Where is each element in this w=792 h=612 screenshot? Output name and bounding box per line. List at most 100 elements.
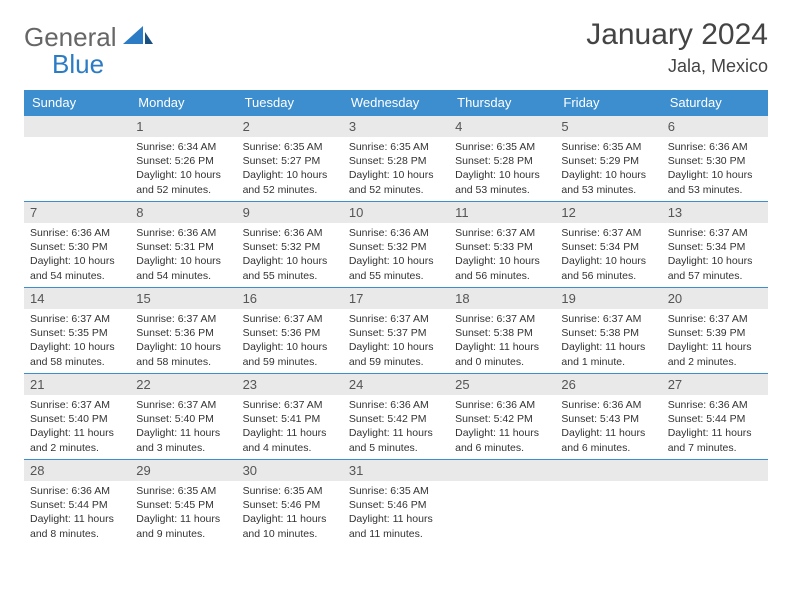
daylight-text: Daylight: 11 hours and 8 minutes. xyxy=(30,512,124,540)
sunset-text: Sunset: 5:26 PM xyxy=(136,154,230,168)
day-number: 15 xyxy=(130,288,236,309)
calendar-day: 28Sunrise: 6:36 AMSunset: 5:44 PMDayligh… xyxy=(24,460,130,546)
day-number: 8 xyxy=(130,202,236,223)
sunset-text: Sunset: 5:40 PM xyxy=(30,412,124,426)
daylight-text: Daylight: 10 hours and 54 minutes. xyxy=(136,254,230,282)
day-number: 24 xyxy=(343,374,449,395)
daylight-text: Daylight: 11 hours and 4 minutes. xyxy=(243,426,337,454)
sunrise-text: Sunrise: 6:36 AM xyxy=(349,226,443,240)
day-details: Sunrise: 6:37 AMSunset: 5:36 PMDaylight:… xyxy=(130,309,236,373)
sunset-text: Sunset: 5:34 PM xyxy=(668,240,762,254)
day-number: 7 xyxy=(24,202,130,223)
sunrise-text: Sunrise: 6:36 AM xyxy=(30,484,124,498)
daylight-text: Daylight: 10 hours and 54 minutes. xyxy=(30,254,124,282)
daylight-text: Daylight: 10 hours and 59 minutes. xyxy=(243,340,337,368)
sunset-text: Sunset: 5:29 PM xyxy=(561,154,655,168)
calendar-day xyxy=(449,460,555,546)
sunrise-text: Sunrise: 6:36 AM xyxy=(136,226,230,240)
month-title: January 2024 xyxy=(586,18,768,52)
day-number: 3 xyxy=(343,116,449,137)
sunrise-text: Sunrise: 6:34 AM xyxy=(136,140,230,154)
brand-sail-icon xyxy=(121,22,155,53)
day-number: 30 xyxy=(237,460,343,481)
daylight-text: Daylight: 10 hours and 52 minutes. xyxy=(136,168,230,196)
day-details: Sunrise: 6:36 AMSunset: 5:42 PMDaylight:… xyxy=(343,395,449,459)
day-details: Sunrise: 6:35 AMSunset: 5:45 PMDaylight:… xyxy=(130,481,236,545)
day-number: 10 xyxy=(343,202,449,223)
day-details: Sunrise: 6:35 AMSunset: 5:46 PMDaylight:… xyxy=(343,481,449,545)
day-number: 27 xyxy=(662,374,768,395)
sunrise-text: Sunrise: 6:36 AM xyxy=(349,398,443,412)
sunrise-text: Sunrise: 6:36 AM xyxy=(455,398,549,412)
day-details: Sunrise: 6:37 AMSunset: 5:40 PMDaylight:… xyxy=(24,395,130,459)
day-details: Sunrise: 6:36 AMSunset: 5:44 PMDaylight:… xyxy=(662,395,768,459)
day-details: Sunrise: 6:36 AMSunset: 5:30 PMDaylight:… xyxy=(662,137,768,201)
day-details: Sunrise: 6:35 AMSunset: 5:46 PMDaylight:… xyxy=(237,481,343,545)
sunset-text: Sunset: 5:32 PM xyxy=(243,240,337,254)
weekday-header: Thursday xyxy=(449,90,555,116)
weekday-header: Friday xyxy=(555,90,661,116)
calendar-day xyxy=(555,460,661,546)
day-details: Sunrise: 6:36 AMSunset: 5:44 PMDaylight:… xyxy=(24,481,130,545)
calendar-day xyxy=(24,116,130,202)
day-details: Sunrise: 6:37 AMSunset: 5:40 PMDaylight:… xyxy=(130,395,236,459)
calendar-day: 23Sunrise: 6:37 AMSunset: 5:41 PMDayligh… xyxy=(237,374,343,460)
calendar-week: 1Sunrise: 6:34 AMSunset: 5:26 PMDaylight… xyxy=(24,116,768,202)
weekday-header: Saturday xyxy=(662,90,768,116)
sunrise-text: Sunrise: 6:35 AM xyxy=(455,140,549,154)
sunrise-text: Sunrise: 6:37 AM xyxy=(668,226,762,240)
sunrise-text: Sunrise: 6:37 AM xyxy=(349,312,443,326)
daylight-text: Daylight: 11 hours and 2 minutes. xyxy=(30,426,124,454)
daylight-text: Daylight: 10 hours and 56 minutes. xyxy=(561,254,655,282)
sunset-text: Sunset: 5:32 PM xyxy=(349,240,443,254)
sunset-text: Sunset: 5:34 PM xyxy=(561,240,655,254)
calendar-day: 10Sunrise: 6:36 AMSunset: 5:32 PMDayligh… xyxy=(343,202,449,288)
sunrise-text: Sunrise: 6:37 AM xyxy=(30,398,124,412)
sunrise-text: Sunrise: 6:35 AM xyxy=(561,140,655,154)
calendar-day: 3Sunrise: 6:35 AMSunset: 5:28 PMDaylight… xyxy=(343,116,449,202)
daylight-text: Daylight: 10 hours and 57 minutes. xyxy=(668,254,762,282)
sunrise-text: Sunrise: 6:37 AM xyxy=(136,398,230,412)
sunrise-text: Sunrise: 6:37 AM xyxy=(243,398,337,412)
sunset-text: Sunset: 5:36 PM xyxy=(243,326,337,340)
day-details: Sunrise: 6:35 AMSunset: 5:28 PMDaylight:… xyxy=(449,137,555,201)
title-block: January 2024 Jala, Mexico xyxy=(586,18,768,77)
calendar-week: 28Sunrise: 6:36 AMSunset: 5:44 PMDayligh… xyxy=(24,460,768,546)
sunset-text: Sunset: 5:44 PM xyxy=(30,498,124,512)
daylight-text: Daylight: 11 hours and 1 minute. xyxy=(561,340,655,368)
sunset-text: Sunset: 5:39 PM xyxy=(668,326,762,340)
day-details: Sunrise: 6:36 AMSunset: 5:42 PMDaylight:… xyxy=(449,395,555,459)
day-details: Sunrise: 6:36 AMSunset: 5:32 PMDaylight:… xyxy=(343,223,449,287)
calendar-day: 13Sunrise: 6:37 AMSunset: 5:34 PMDayligh… xyxy=(662,202,768,288)
sunset-text: Sunset: 5:35 PM xyxy=(30,326,124,340)
calendar-day: 21Sunrise: 6:37 AMSunset: 5:40 PMDayligh… xyxy=(24,374,130,460)
calendar-day: 26Sunrise: 6:36 AMSunset: 5:43 PMDayligh… xyxy=(555,374,661,460)
calendar-body: 1Sunrise: 6:34 AMSunset: 5:26 PMDaylight… xyxy=(24,116,768,546)
sunrise-text: Sunrise: 6:36 AM xyxy=(668,140,762,154)
day-details: Sunrise: 6:37 AMSunset: 5:41 PMDaylight:… xyxy=(237,395,343,459)
calendar-day: 20Sunrise: 6:37 AMSunset: 5:39 PMDayligh… xyxy=(662,288,768,374)
calendar-day: 11Sunrise: 6:37 AMSunset: 5:33 PMDayligh… xyxy=(449,202,555,288)
calendar-day: 14Sunrise: 6:37 AMSunset: 5:35 PMDayligh… xyxy=(24,288,130,374)
weekday-header: Tuesday xyxy=(237,90,343,116)
day-number: 1 xyxy=(130,116,236,137)
day-details: Sunrise: 6:34 AMSunset: 5:26 PMDaylight:… xyxy=(130,137,236,201)
sunset-text: Sunset: 5:33 PM xyxy=(455,240,549,254)
daylight-text: Daylight: 11 hours and 0 minutes. xyxy=(455,340,549,368)
daylight-text: Daylight: 10 hours and 52 minutes. xyxy=(243,168,337,196)
day-number: 17 xyxy=(343,288,449,309)
daylight-text: Daylight: 10 hours and 55 minutes. xyxy=(349,254,443,282)
sunset-text: Sunset: 5:37 PM xyxy=(349,326,443,340)
day-details: Sunrise: 6:36 AMSunset: 5:43 PMDaylight:… xyxy=(555,395,661,459)
day-number: 21 xyxy=(24,374,130,395)
sunset-text: Sunset: 5:43 PM xyxy=(561,412,655,426)
calendar-table: SundayMondayTuesdayWednesdayThursdayFrid… xyxy=(24,90,768,546)
brand-part2: Blue xyxy=(52,49,104,80)
calendar-day xyxy=(662,460,768,546)
calendar-day: 1Sunrise: 6:34 AMSunset: 5:26 PMDaylight… xyxy=(130,116,236,202)
calendar-day: 31Sunrise: 6:35 AMSunset: 5:46 PMDayligh… xyxy=(343,460,449,546)
sunset-text: Sunset: 5:42 PM xyxy=(455,412,549,426)
day-details: Sunrise: 6:36 AMSunset: 5:30 PMDaylight:… xyxy=(24,223,130,287)
day-number: 4 xyxy=(449,116,555,137)
day-details: Sunrise: 6:36 AMSunset: 5:32 PMDaylight:… xyxy=(237,223,343,287)
